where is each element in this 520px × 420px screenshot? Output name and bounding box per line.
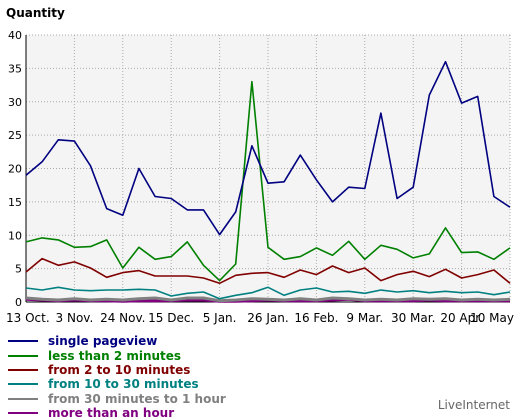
legend-swatch xyxy=(8,354,38,357)
legend-label: from 30 minutes to 1 hour xyxy=(48,391,226,406)
x-tick-label: 30 Mar. xyxy=(391,311,435,325)
y-tick-label: 40 xyxy=(8,29,22,42)
series-line-0 xyxy=(25,60,511,236)
legend-item: more than an hour xyxy=(8,406,226,420)
y-tick-label: 10 xyxy=(8,229,22,242)
x-tick-label: 20 Apr. xyxy=(440,311,483,325)
y-axis-label: Quantity xyxy=(6,6,65,20)
legend-label: from 10 to 30 minutes xyxy=(48,377,199,392)
legend-swatch xyxy=(8,383,38,386)
legend-label: less than 2 minutes xyxy=(48,348,182,363)
y-tick-label: 30 xyxy=(8,96,22,109)
brand-label: LiveInternet xyxy=(437,398,510,412)
y-tick-label: 5 xyxy=(15,263,22,276)
x-tick-label: 3 Nov. xyxy=(56,311,94,325)
legend-swatch xyxy=(8,397,38,400)
x-tick-label: 10 May xyxy=(470,311,514,325)
x-tick-label: 5 Jan. xyxy=(203,311,237,325)
y-tick-label: 15 xyxy=(8,196,22,209)
y-tick-label: 35 xyxy=(8,62,22,75)
y-tick-label: 20 xyxy=(8,163,22,176)
legend-item: from 30 minutes to 1 hour xyxy=(8,392,226,406)
series-line-1 xyxy=(25,80,511,282)
chart-legend: single pageview less than 2 minutes from 2… xyxy=(8,334,226,420)
x-tick-label: 9 Mar. xyxy=(346,311,383,325)
x-tick-label: 15 Dec. xyxy=(148,311,194,325)
series-line-3 xyxy=(25,286,511,300)
legend-swatch xyxy=(8,412,38,415)
y-tick-label: 0 xyxy=(15,296,22,309)
legend-label: single pageview xyxy=(48,334,158,349)
legend-swatch xyxy=(8,368,38,371)
legend-label: more than an hour xyxy=(48,406,175,420)
x-tick-label: 13 Oct. xyxy=(6,311,50,325)
legend-item: less than 2 minutes xyxy=(8,348,226,363)
x-tick-label: 26 Jan. xyxy=(247,311,288,325)
line-chart: Quantity 0 5 10 15 20 25 30 35 40 13 Oct. 3 Nov. 24… xyxy=(6,6,514,325)
legend-label: from 2 to 10 minutes xyxy=(48,362,191,377)
legend-swatch xyxy=(8,340,38,343)
y-tick-label: 25 xyxy=(8,129,22,142)
legend-item: single pageview xyxy=(8,334,226,348)
x-tick-label: 24 Nov. xyxy=(100,311,145,325)
legend-item: from 2 to 10 minutes xyxy=(8,363,226,377)
legend-item: from 10 to 30 minutes xyxy=(8,377,226,391)
series-line-2 xyxy=(25,257,511,285)
x-tick-label: 16 Feb. xyxy=(294,311,338,325)
series-line-4 xyxy=(25,296,511,303)
